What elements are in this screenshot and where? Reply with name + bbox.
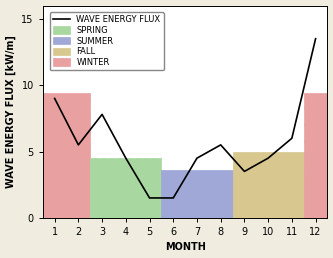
Bar — [304, 93, 327, 218]
X-axis label: MONTH: MONTH — [165, 243, 205, 252]
Bar — [232, 151, 304, 218]
Legend: WAVE ENERGY FLUX, SPRING, SUMMER, FALL, WINTER: WAVE ENERGY FLUX, SPRING, SUMMER, FALL, … — [50, 12, 164, 70]
Bar — [162, 170, 232, 218]
Bar — [90, 158, 162, 218]
Y-axis label: WAVE ENERGY FLUX [kW/m]: WAVE ENERGY FLUX [kW/m] — [6, 35, 16, 188]
Bar — [43, 93, 90, 218]
